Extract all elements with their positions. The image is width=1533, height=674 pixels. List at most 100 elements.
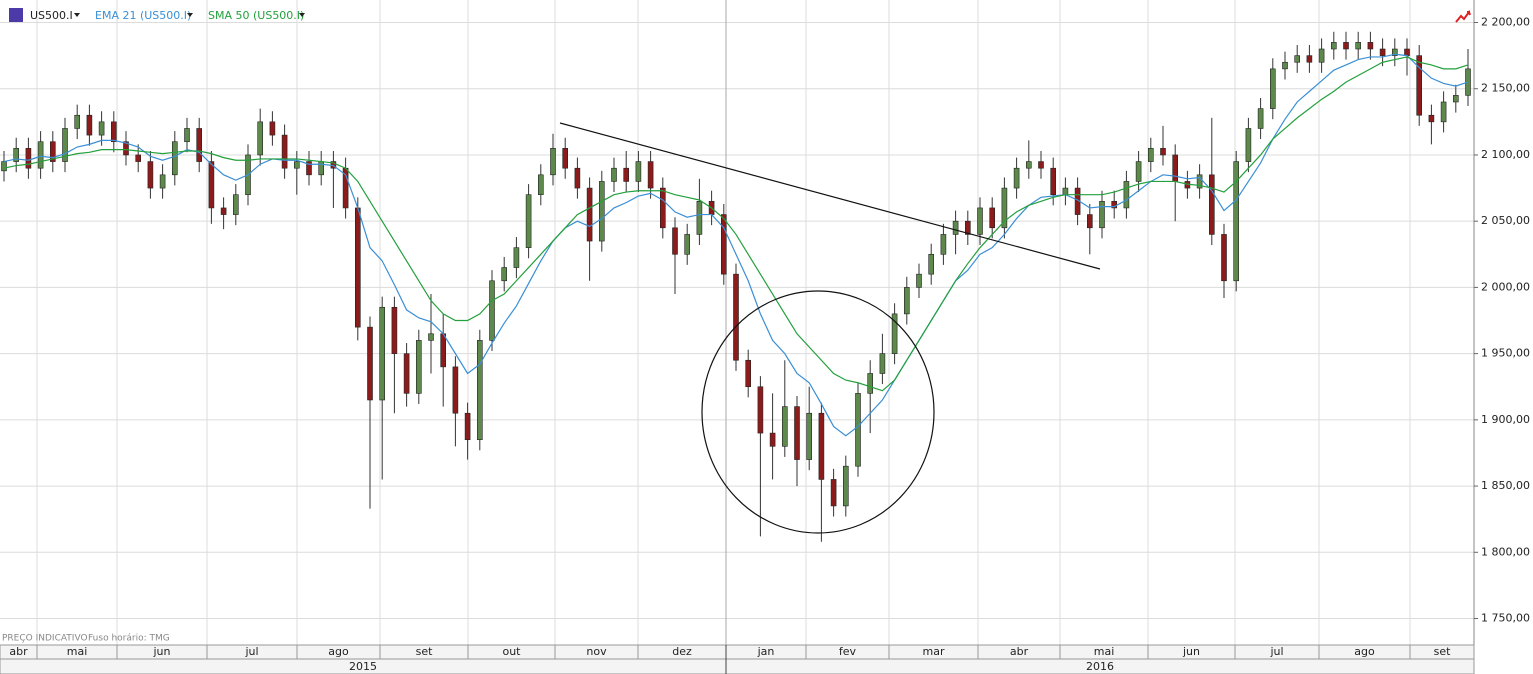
x-tick-label: mai [67, 645, 88, 658]
candle-body [598, 181, 605, 242]
candle-body [1087, 214, 1093, 229]
y-tick-label: 2 000,00 [1481, 280, 1530, 293]
candle-body [318, 161, 325, 176]
x-tick-label: fev [839, 645, 857, 658]
y-tick-label: 1 850,00 [1481, 479, 1530, 492]
candle-body [611, 167, 617, 182]
candle-body [257, 121, 264, 156]
candle-body [745, 359, 752, 388]
candle-body [489, 280, 495, 341]
candle-body [794, 406, 800, 460]
candle-body [184, 128, 190, 143]
candle-body [1050, 167, 1056, 195]
legend-sma[interactable]: SMA 50 (US500.I) [208, 9, 304, 22]
candle-body [537, 174, 544, 195]
candle-body [135, 154, 141, 162]
candle-body [415, 340, 422, 394]
legend-ema[interactable]: EMA 21 (US500.I) [95, 9, 191, 22]
indicator-line [3, 53, 1469, 437]
candle-body [98, 121, 105, 136]
candle-body [196, 128, 202, 162]
dropdown-arrow[interactable] [74, 13, 80, 17]
y-tick-label: 1 750,00 [1481, 612, 1530, 625]
candle-body [1123, 181, 1130, 209]
candle-body [269, 121, 276, 136]
candle-body [977, 207, 983, 235]
y-tick-label: 2 050,00 [1481, 214, 1530, 227]
candle-body [306, 161, 312, 176]
candle-body [111, 121, 117, 143]
candle-body [1038, 161, 1044, 169]
candle-body [220, 207, 227, 215]
y-tick-label: 2 200,00 [1481, 16, 1530, 29]
dropdown-arrow[interactable] [187, 13, 193, 17]
annotation-circle [701, 290, 935, 534]
candle-body [1245, 128, 1252, 162]
candle-body [1343, 42, 1349, 50]
candle-body [1404, 48, 1410, 56]
symbol-icon[interactable] [9, 8, 23, 22]
candle-body [1428, 114, 1435, 123]
dropdown-arrow[interactable] [299, 13, 305, 17]
candle-body [379, 306, 386, 401]
candle-body [1355, 42, 1361, 50]
candle-body [989, 207, 996, 229]
candle-body [1440, 101, 1447, 123]
candle-body [891, 313, 898, 354]
year-label: 2015 [349, 660, 377, 673]
candle-body [952, 220, 959, 235]
x-tick-label: mai [1094, 645, 1115, 658]
candle-body [928, 253, 935, 275]
candle-body [562, 148, 569, 169]
x-tick-label: dez [672, 645, 692, 658]
candle-body [757, 386, 764, 434]
candle-body [1, 161, 7, 172]
candle-body [1282, 61, 1288, 70]
candle-body [476, 340, 483, 441]
candle-body [147, 161, 154, 189]
candle-body [684, 234, 691, 255]
candle-body [1331, 42, 1337, 50]
candle-body [74, 114, 80, 129]
x-tick-label: jul [244, 645, 258, 658]
candle-body [1367, 42, 1374, 50]
x-tick-label: abr [1010, 645, 1029, 658]
x-tick-label: set [1434, 645, 1451, 658]
note: PREÇO INDICATIVO [2, 634, 88, 644]
candle-body [1453, 95, 1459, 103]
candle-body [513, 247, 520, 268]
candle-body [916, 273, 922, 288]
x-tick-label: ago [328, 645, 349, 658]
candle-body [1135, 161, 1142, 182]
candle-body [293, 161, 300, 169]
candle-body [1160, 148, 1166, 156]
candle-body [37, 141, 44, 169]
y-tick-label: 1 800,00 [1481, 545, 1530, 558]
symbol-label[interactable]: US500.I [30, 9, 73, 22]
candle-body [867, 373, 874, 394]
y-tick-label: 1 950,00 [1481, 347, 1530, 360]
x-tick-label: jul [1269, 645, 1283, 658]
candle-body [525, 194, 532, 248]
candle-body [1172, 154, 1178, 182]
candle-body [123, 141, 129, 156]
candle-body [696, 201, 703, 235]
x-tick-label: set [416, 645, 433, 658]
x-tick-label: ago [1354, 645, 1375, 658]
x-tick-label: out [502, 645, 521, 658]
y-tick-label: 1 900,00 [1481, 413, 1530, 426]
live-icon[interactable] [1455, 9, 1471, 23]
candle-body [879, 353, 886, 374]
x-tick-label: jun [1182, 645, 1200, 658]
x-tick-label: jan [757, 645, 775, 658]
candle-body [1148, 148, 1154, 162]
candle-body [1099, 201, 1105, 229]
candle-body [367, 326, 373, 401]
candle-body [818, 412, 825, 480]
candle-body [733, 273, 739, 361]
candle-body [1318, 48, 1325, 63]
candle-body [501, 267, 508, 282]
candle-body [550, 148, 556, 176]
